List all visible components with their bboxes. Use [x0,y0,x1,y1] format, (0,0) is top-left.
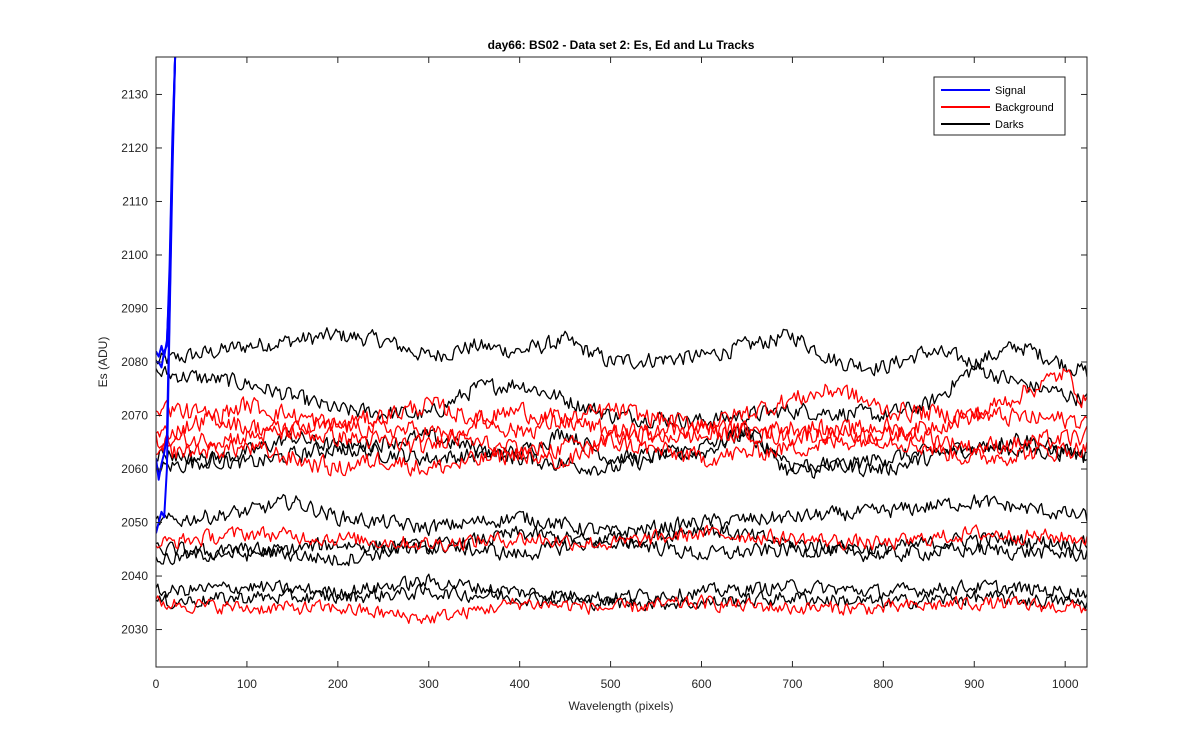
y-tick-label: 2050 [121,516,148,530]
series-line-darks [156,426,1087,478]
y-tick-label: 2100 [121,248,148,262]
y-tick-label: 2040 [121,569,148,583]
series-line-signal [156,57,177,369]
y-tick-label: 2080 [121,355,148,369]
series-line-darks [156,531,1087,567]
x-tick-label: 300 [419,677,439,691]
legend-label-darks: Darks [995,119,1024,131]
series-line-background [156,524,1087,553]
x-tick-label: 100 [237,677,257,691]
x-tick-label: 200 [328,677,348,691]
series-line-background [156,415,1087,470]
y-tick-label: 2110 [122,194,148,208]
series-line-darks [156,493,1087,539]
y-tick-label: 2090 [121,301,148,315]
y-tick-label: 2130 [121,87,148,101]
y-tick-label: 2120 [121,141,148,155]
y-tick-label: 2030 [121,623,148,637]
legend: Signal Background Darks [933,76,1066,136]
legend-label-signal: Signal [995,85,1026,97]
x-tick-label: 900 [964,677,984,691]
series-line-darks [156,327,1087,378]
series-line-background [156,594,1087,625]
x-tick-label: 1000 [1052,677,1079,691]
series-line-background [156,399,1087,454]
x-tick-label: 700 [782,677,802,691]
legend-label-background: Background [995,102,1054,114]
series-layer [156,57,1087,625]
series-line-darks [156,573,1087,604]
x-tick-label: 800 [873,677,893,691]
y-tick-label: 2060 [121,462,148,476]
x-tick-label: 0 [153,677,160,691]
x-tick-label: 400 [510,677,530,691]
x-axis-label: Wavelength (pixels) [569,699,674,713]
x-tick-label: 500 [601,677,621,691]
series-line-darks [156,362,1087,430]
x-tick-label: 600 [691,677,711,691]
series-line-background [156,431,1087,477]
chart-title: day66: BS02 - Data set 2: Es, Ed and Lu … [488,38,755,52]
x-axis: 0 100 200 300 400 500 600 700 800 900 1000 [153,57,1079,691]
y-axis-label: Es (ADU) [96,337,110,388]
y-tick-label: 2070 [121,409,148,423]
series-line-background [156,367,1087,440]
plot-area [156,57,1087,667]
y-axis: 2030 2040 2050 2060 2070 2080 2090 2100 2110 2120… [121,87,1087,637]
series-line-darks [156,583,1087,612]
